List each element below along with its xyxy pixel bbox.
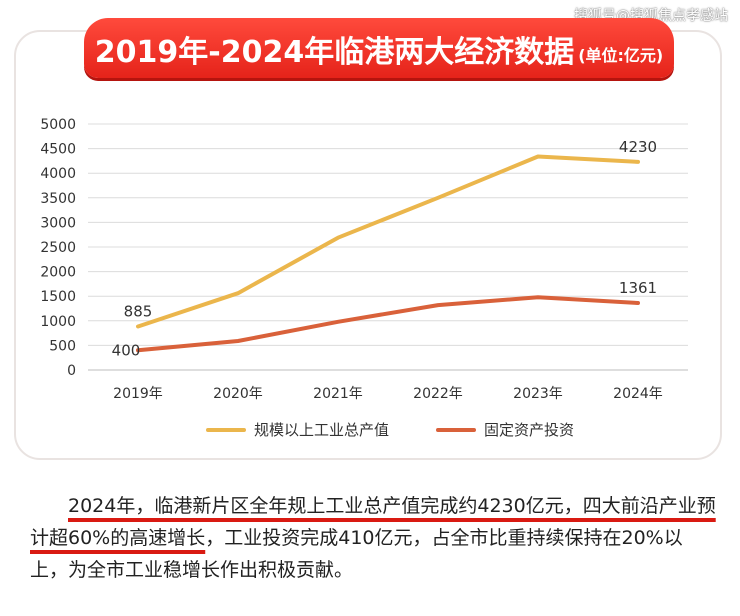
data-label: 1361	[619, 279, 657, 297]
x-tick-label: 2022年	[413, 386, 463, 402]
y-tick-label: 1500	[40, 289, 76, 305]
y-tick-label: 5000	[40, 117, 76, 133]
chart-title: 2019年-2024年临港两大经济数据	[94, 35, 575, 70]
y-tick-label: 2000	[40, 265, 76, 281]
y-tick-label: 0	[67, 363, 76, 379]
data-label: 885	[124, 302, 153, 320]
legend-label-2: 固定资产投资	[484, 421, 574, 439]
caption-highlight: 2024年，临港新片区全年规上工业总产值完成约4230亿元，四大前沿产业预计超6…	[30, 495, 716, 549]
y-tick-label: 2500	[40, 240, 76, 256]
chart-card: 0 500 1000 1500 2000 2500 3000 3500 4000 4500 5000…	[14, 30, 722, 460]
legend-label-1: 规模以上工业总产值	[254, 421, 389, 439]
data-label: 4230	[619, 138, 657, 156]
y-tick-label: 3000	[40, 215, 76, 231]
x-tick-label: 2024年	[613, 386, 663, 402]
y-tick-label: 500	[49, 338, 76, 354]
x-tick-label: 2020年	[213, 386, 263, 402]
y-tick-label: 3500	[40, 191, 76, 207]
series-line-2	[136, 295, 640, 353]
x-tick-label: 2019年	[113, 386, 163, 402]
title-banner: 2019年-2024年临港两大经济数据 (单位:亿元)	[84, 18, 674, 78]
y-tick-label: 4500	[40, 142, 76, 158]
caption-text: ，工业投资完成410亿元，占全市比重持续保持在20%以上，为全市工业稳增长作出积…	[30, 527, 683, 581]
x-tick-label: 2023年	[513, 386, 563, 402]
y-tick-label: 4000	[40, 166, 76, 182]
chart-unit: (单位:亿元)	[578, 46, 664, 65]
data-label: 400	[112, 341, 141, 359]
line-chart: 0 500 1000 1500 2000 2500 3000 3500 4000 4500 5000…	[40, 117, 688, 439]
y-tick-label: 1000	[40, 314, 76, 330]
series-line-1	[136, 154, 640, 329]
caption-paragraph: 2024年，临港新片区全年规上工业总产值完成约4230亿元，四大前沿产业预计超6…	[30, 490, 720, 586]
x-tick-label: 2021年	[313, 386, 363, 402]
